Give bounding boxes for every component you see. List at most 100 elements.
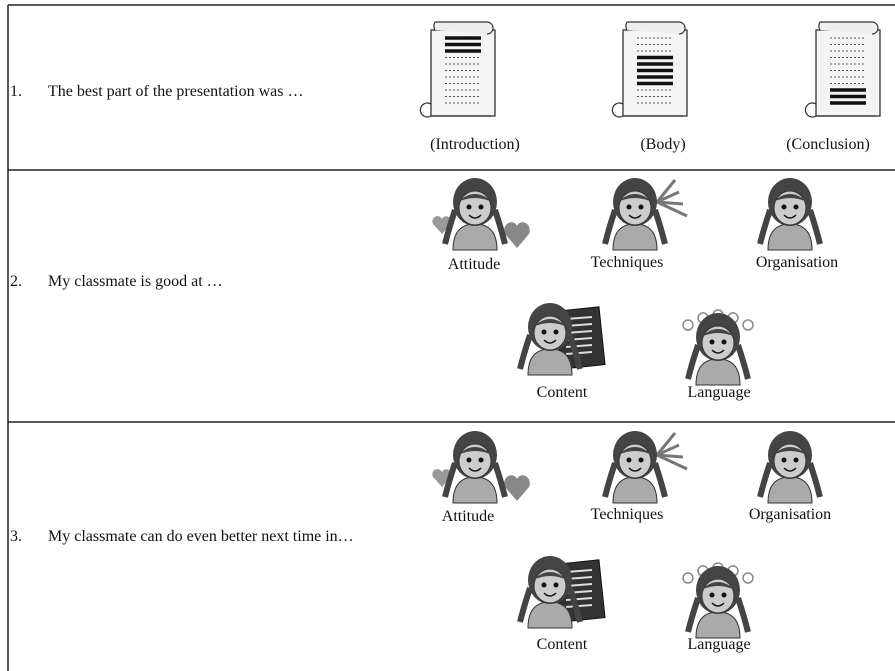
row-text: My classmate can do even better next tim… bbox=[48, 528, 354, 545]
scroll-curl bbox=[419, 102, 491, 118]
mouth bbox=[783, 467, 797, 472]
mouth bbox=[468, 214, 482, 219]
row-number: 3. bbox=[10, 528, 22, 545]
body bbox=[612, 476, 658, 504]
option-label: (Body) bbox=[640, 136, 686, 153]
braid bbox=[442, 462, 508, 498]
girl-icon bbox=[432, 431, 530, 504]
fringe bbox=[773, 194, 807, 202]
option-label: Techniques bbox=[590, 254, 664, 271]
eye bbox=[721, 339, 727, 345]
body bbox=[767, 223, 813, 251]
fringe bbox=[618, 447, 652, 455]
row-number: 2. bbox=[10, 273, 22, 290]
face bbox=[533, 568, 567, 604]
ray bbox=[656, 453, 688, 471]
fringe bbox=[773, 447, 807, 455]
face bbox=[618, 443, 652, 479]
girl-icon bbox=[682, 562, 754, 639]
face bbox=[458, 443, 492, 479]
scroll-curl bbox=[433, 21, 494, 35]
letter-mark bbox=[682, 572, 694, 584]
option-label: Language bbox=[687, 384, 751, 401]
body bbox=[767, 476, 813, 504]
ray bbox=[656, 453, 684, 459]
eye bbox=[709, 592, 715, 598]
eye bbox=[793, 204, 799, 210]
board-line bbox=[565, 604, 593, 608]
eye bbox=[553, 329, 559, 335]
board-line bbox=[565, 351, 593, 355]
eye bbox=[793, 457, 799, 463]
mouth bbox=[468, 467, 482, 472]
girl-icon bbox=[517, 556, 606, 629]
eye bbox=[781, 204, 787, 210]
fringe bbox=[533, 572, 567, 580]
braid bbox=[602, 462, 668, 498]
heart bbox=[504, 475, 530, 501]
braid bbox=[517, 334, 583, 370]
eye bbox=[721, 592, 727, 598]
ray bbox=[656, 200, 684, 206]
ray bbox=[655, 179, 677, 203]
face bbox=[773, 443, 807, 479]
fringe bbox=[458, 447, 492, 455]
face bbox=[701, 325, 735, 361]
fringe bbox=[533, 319, 567, 327]
fringe bbox=[458, 194, 492, 202]
scroll-icon bbox=[611, 21, 688, 118]
body bbox=[695, 358, 741, 386]
mouth bbox=[711, 349, 725, 354]
option-label: Organisation bbox=[748, 506, 832, 523]
face bbox=[618, 190, 652, 226]
braid bbox=[517, 587, 583, 623]
heart bbox=[432, 216, 452, 234]
eye bbox=[478, 457, 484, 463]
mouth bbox=[543, 339, 557, 344]
body bbox=[452, 476, 498, 504]
option-label: Techniques bbox=[590, 506, 664, 523]
fringe bbox=[701, 329, 735, 337]
braid bbox=[757, 462, 823, 498]
scroll-curl bbox=[818, 21, 879, 35]
ray bbox=[656, 443, 680, 457]
girl-icon bbox=[682, 309, 754, 386]
eye bbox=[541, 582, 547, 588]
girl-icon bbox=[602, 178, 688, 251]
eye bbox=[466, 204, 472, 210]
ray bbox=[656, 200, 688, 218]
eye bbox=[553, 582, 559, 588]
heart bbox=[432, 469, 452, 487]
option-label: Language bbox=[687, 636, 751, 653]
face bbox=[458, 190, 492, 226]
option-label: (Introduction) bbox=[430, 136, 520, 153]
eye bbox=[638, 457, 644, 463]
scroll-icon bbox=[804, 21, 881, 118]
scroll-curl bbox=[611, 102, 683, 118]
option-label: Attitude bbox=[447, 256, 501, 273]
girl-icon bbox=[432, 178, 530, 251]
mouth bbox=[783, 214, 797, 219]
letter-mark bbox=[742, 572, 754, 584]
braid bbox=[685, 597, 751, 633]
letter-mark bbox=[682, 319, 694, 331]
mouth bbox=[628, 467, 642, 472]
eye bbox=[626, 457, 632, 463]
face bbox=[533, 315, 567, 351]
option-label: Attitude bbox=[441, 508, 495, 525]
option-label: Content bbox=[536, 384, 588, 401]
girl-icon bbox=[517, 303, 606, 376]
eye bbox=[781, 457, 787, 463]
face bbox=[701, 578, 735, 614]
mouth bbox=[628, 214, 642, 219]
girl-icon bbox=[602, 431, 688, 504]
row-number: 1. bbox=[10, 83, 22, 100]
scroll-curl bbox=[625, 21, 686, 35]
mouth bbox=[543, 592, 557, 597]
fringe bbox=[618, 194, 652, 202]
face bbox=[773, 190, 807, 226]
eye bbox=[541, 329, 547, 335]
body bbox=[695, 611, 741, 639]
option-label: Content bbox=[536, 636, 588, 653]
